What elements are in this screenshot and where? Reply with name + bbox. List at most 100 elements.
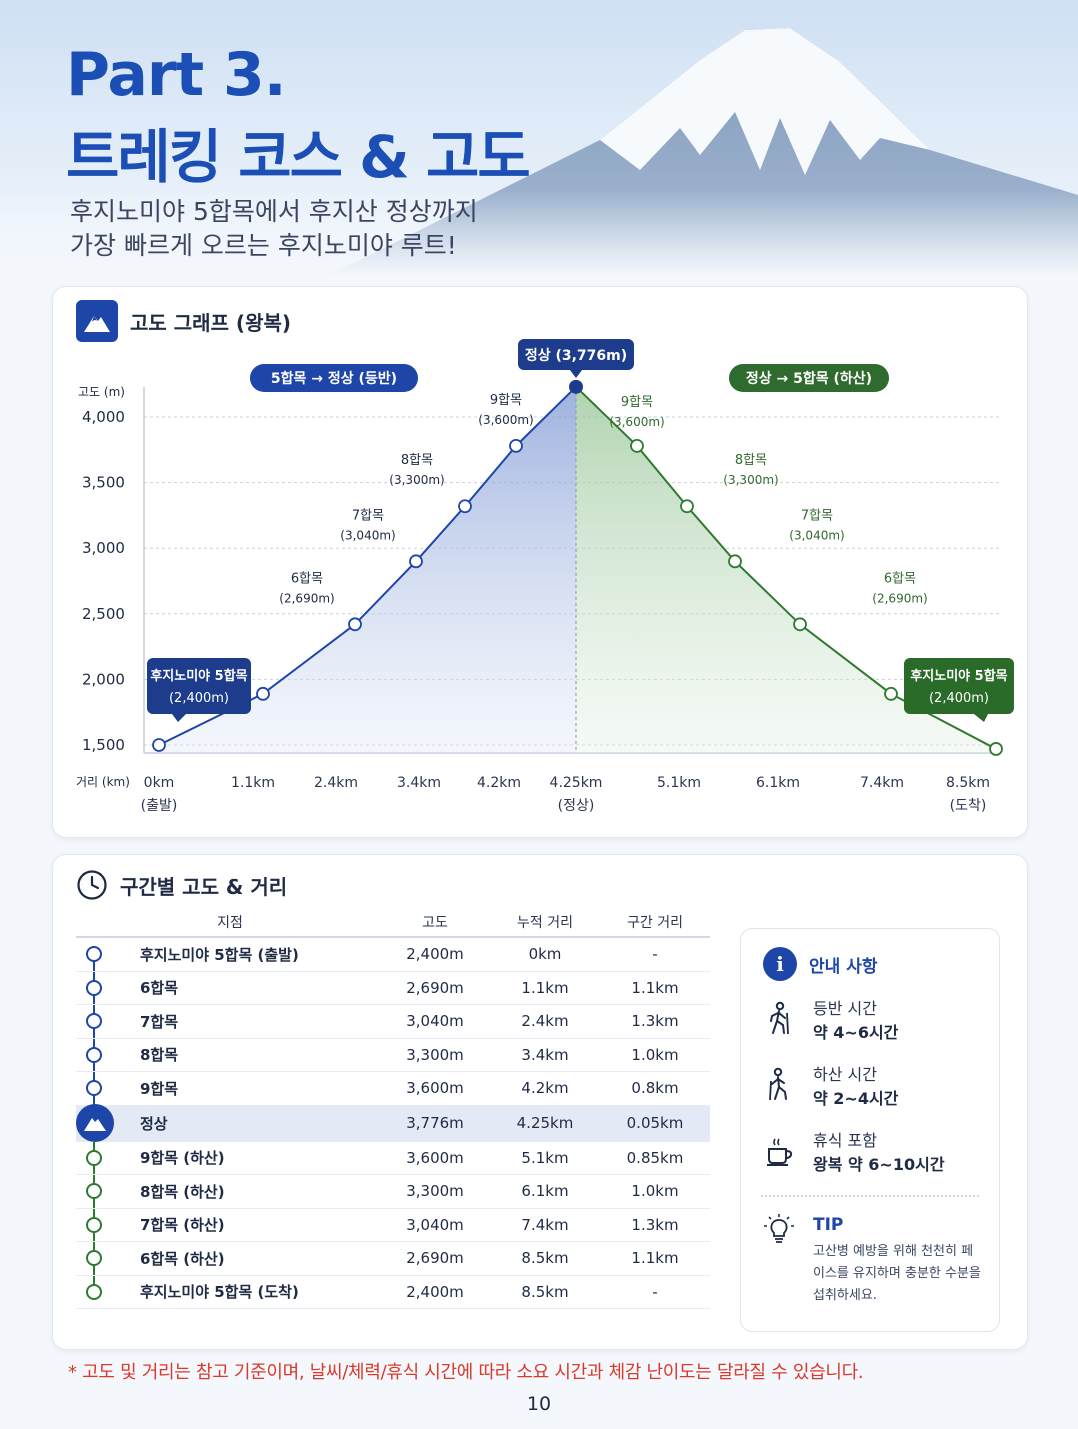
waypoint-node — [86, 1283, 102, 1300]
elevation-chart: 고도 (m) 거리 (km) 4,000 3,500 3,000 2,500 2,000 1,… — [76, 339, 1014, 814]
summit-callout-pointer — [570, 370, 582, 378]
point-altitude: 3,600m — [406, 1079, 464, 1098]
segment-distance: 1.1km — [631, 1249, 679, 1268]
waypoint-node — [86, 1013, 102, 1030]
descent-pill — [729, 364, 889, 392]
waypoint-node — [86, 1046, 102, 1063]
subtitle-line-1: 후지노미야 5합목에서 후지산 정상까지 — [70, 197, 478, 226]
point-label: 9합목 — [621, 395, 653, 410]
rest-time-item: 휴식 포함 왕복 약 6~10시간 — [763, 1129, 945, 1177]
descent-point — [793, 617, 807, 632]
point-name: 9합목 (하산) — [140, 1149, 225, 1168]
table-body: 후지노미야 5합목 (출발) 2,400m 0km - 6합목 2,690m 1.1km 1.… — [76, 938, 710, 1309]
ascent-point — [509, 438, 523, 453]
start-callout-name: 후지노미야 5합목 — [150, 668, 247, 684]
segment-distance: - — [652, 945, 658, 964]
ascent-pill — [250, 364, 418, 392]
point-altitude: 2,400m — [406, 945, 464, 964]
segment-table: 지점 고도 누적 거리 구간 거리 후지노미야 5합목 (출발) 2,400m 0k… — [76, 908, 710, 1309]
point-name: 8합목 — [140, 1046, 179, 1065]
x-axis-title: 거리 (km) — [76, 775, 130, 789]
summit-callout-text: 정상 (3,776m) — [525, 347, 627, 364]
table-row: 7합목 (하산) 3,040m 7.4km 1.3km — [76, 1208, 710, 1242]
descent-point — [728, 554, 742, 569]
point-label: 9합목 — [490, 393, 522, 408]
cumulative-distance: 4.25km — [516, 1114, 574, 1132]
mountain-icon — [76, 300, 118, 342]
point-altitude-label: (3,300m) — [389, 473, 444, 487]
segment-distance: 0.85km — [626, 1148, 684, 1167]
table-card-title: 구간별 고도 & 거리 — [120, 874, 288, 899]
coffee-cup-icon — [763, 1129, 797, 1173]
waypoint-node — [86, 1183, 102, 1200]
point-altitude: 2,690m — [406, 1249, 464, 1268]
point-name: 6합목 (하산) — [140, 1249, 225, 1268]
rest-label: 휴식 포함 — [813, 1131, 877, 1150]
descent-time-value: 약 2~4시간 — [813, 1089, 899, 1108]
ascent-pill-text: 5합목 → 정상 (등반) — [271, 370, 397, 387]
footnote: * 고도 및 거리는 참고 기준이며, 날씨/체력/휴식 시간에 따라 소요 시… — [68, 1362, 864, 1383]
x-tick-label: 5.1km — [657, 775, 701, 791]
cumulative-distance: 8.5km — [521, 1249, 569, 1268]
x-tick-label: 4.2km — [477, 775, 521, 791]
table-row: 6합목 (하산) 2,690m 8.5km 1.1km — [76, 1242, 710, 1276]
segment-distance: 1.3km — [631, 1012, 679, 1031]
clock-icon — [77, 870, 107, 900]
point-altitude: 2,400m — [406, 1282, 464, 1301]
segment-distance: 1.1km — [631, 978, 679, 997]
lightbulb-icon — [763, 1213, 797, 1307]
point-altitude: 3,776m — [406, 1114, 464, 1132]
y-tick-label: 3,500 — [82, 474, 125, 492]
point-altitude: 2,690m — [406, 978, 464, 997]
point-altitude: 3,600m — [406, 1148, 464, 1167]
col-header-segment: 구간 거리 — [627, 915, 683, 931]
end-callout-pointer — [974, 714, 988, 722]
info-title: 안내 사항 — [809, 956, 878, 977]
x-tick-sublabel: (정상) — [558, 798, 595, 814]
col-header-cumulative: 누적 거리 — [517, 915, 573, 931]
row-marker — [76, 1242, 140, 1275]
row-marker — [76, 1208, 140, 1241]
segment-distance: 0.05km — [626, 1114, 684, 1132]
segment-distance: 0.8km — [631, 1079, 679, 1098]
point-name: 후지노미야 5합목 (도착) — [140, 1283, 299, 1302]
tip-title: TIP — [813, 1215, 844, 1235]
ascent-point — [458, 499, 472, 514]
table-row: 6합목 2,690m 1.1km 1.1km — [76, 971, 710, 1005]
cumulative-distance: 8.5km — [521, 1282, 569, 1301]
waypoint-node — [86, 1216, 102, 1233]
tip-item: TIP 고산병 예방을 위해 천천히 페이스를 유지하며 충분한 수분을 섭취하… — [763, 1213, 983, 1307]
x-tick-label: 2.4km — [314, 775, 358, 791]
start-callout-altitude: (2,400m) — [169, 691, 229, 706]
segment-distance: 1.0km — [631, 1182, 679, 1201]
tip-body: 고산병 예방을 위해 천천히 페이스를 유지하며 충분한 수분을 섭취하세요. — [813, 1244, 981, 1303]
ascent-time-value: 약 4~6시간 — [813, 1023, 899, 1042]
segment-distance: 1.0km — [631, 1045, 679, 1064]
ascent-point — [256, 686, 270, 701]
info-icon: i — [763, 947, 797, 981]
route-connector — [93, 1275, 95, 1292]
point-altitude-label: (2,690m) — [872, 591, 927, 605]
segment-distance: - — [652, 1282, 658, 1301]
mount-fuji-illustration — [0, 28, 1078, 275]
table-row: 8합목 3,300m 3.4km 1.0km — [76, 1038, 710, 1072]
col-header-point: 지점 — [217, 915, 243, 931]
table-row: 7합목 3,040m 2.4km 1.3km — [76, 1005, 710, 1039]
x-tick-label: 0km — [144, 775, 175, 791]
y-tick-label: 1,500 — [82, 736, 125, 754]
x-tick-label: 4.25km — [550, 775, 603, 791]
info-box: i 안내 사항 등반 시간 약 4~6시간 하산 시간 약 2~4시간 휴식 포… — [740, 928, 1000, 1332]
x-tick-label: 7.4km — [860, 775, 904, 791]
page-number: 10 — [526, 1393, 552, 1415]
y-tick-label: 2,500 — [82, 605, 125, 623]
graph-card-title: 고도 그래프 (왕복) — [130, 310, 292, 335]
point-label: 7합목 — [801, 508, 833, 523]
waypoint-node — [86, 1149, 102, 1166]
page-title: 트레킹 코스 & 고도 — [66, 123, 531, 191]
route-connector — [93, 954, 95, 971]
x-tick-label: 3.4km — [397, 775, 441, 791]
x-tick-label: 1.1km — [231, 775, 275, 791]
point-altitude: 3,300m — [406, 1182, 464, 1201]
descent-area — [576, 386, 996, 753]
cumulative-distance: 1.1km — [521, 978, 569, 997]
